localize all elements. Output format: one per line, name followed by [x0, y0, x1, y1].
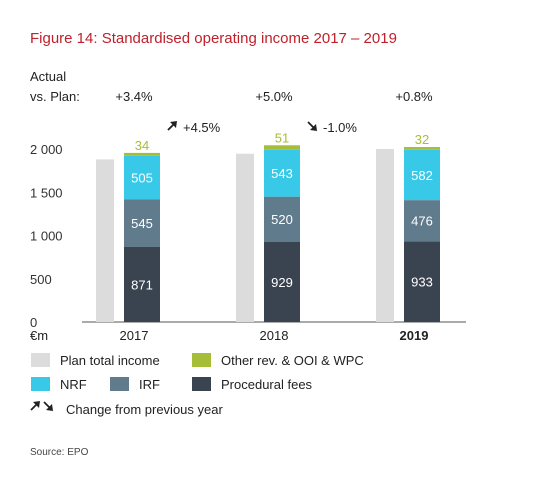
legend-other-label: Other rev. & OOI & WPC [221, 353, 364, 368]
change-value: -1.0% [323, 120, 357, 135]
y-tick-label: 1 000 [30, 229, 63, 244]
data-label: 476 [411, 214, 433, 229]
data-label: 933 [411, 275, 433, 290]
arrow-down-icon [44, 402, 53, 411]
legend-irf-swatch [110, 377, 129, 391]
bar-segment [404, 147, 440, 150]
legend-nrf-label: NRF [60, 377, 87, 392]
arrow-up-icon [31, 401, 40, 410]
actual-vs-plan-value: +5.0% [255, 89, 293, 104]
actual-vs-plan-label-line1: Actual [30, 69, 66, 84]
y-tick-label: 500 [30, 272, 52, 287]
y-tick-label: 1 500 [30, 185, 63, 200]
data-label: 520 [271, 212, 293, 227]
data-label: 32 [415, 132, 429, 147]
plot-area: 05001 0001 5002 000871545505342017+3.4%9… [30, 89, 466, 343]
arrow-up-icon [168, 121, 177, 130]
y-tick-label: 2 000 [30, 142, 63, 157]
change-value: +4.5% [183, 120, 221, 135]
data-label: 871 [131, 277, 153, 292]
data-label: 545 [131, 216, 153, 231]
data-label: 929 [271, 275, 293, 290]
legend-irf-label: IRF [139, 377, 160, 392]
legend-plan-label: Plan total income [60, 353, 160, 368]
x-tick-label: 2018 [260, 328, 289, 343]
bar-segment [264, 145, 300, 149]
actual-vs-plan-value: +3.4% [115, 89, 153, 104]
unit-label: €m [30, 328, 48, 343]
legend-change-label: Change from previous year [66, 402, 223, 417]
plan-total-bar [236, 154, 254, 322]
data-label: 543 [271, 166, 293, 181]
plan-total-bar [376, 149, 394, 322]
legend-procedural-swatch [192, 377, 211, 391]
legend-procedural-label: Procedural fees [221, 377, 313, 392]
chart-title: Figure 14: Standardised operating income… [30, 30, 397, 47]
data-label: 51 [275, 130, 289, 145]
actual-vs-plan-value: +0.8% [395, 89, 433, 104]
data-label: 505 [131, 171, 153, 186]
x-tick-label: 2019 [400, 328, 429, 343]
actual-vs-plan-label-line2: vs. Plan: [30, 89, 80, 104]
legend: Plan total income Other rev. & OOI & WPC N… [31, 353, 364, 417]
source-note: Source: EPO [30, 447, 89, 458]
data-label: 582 [411, 168, 433, 183]
data-label: 34 [135, 138, 149, 153]
legend-nrf-swatch [31, 377, 50, 391]
legend-plan-swatch [31, 353, 50, 367]
x-tick-label: 2017 [120, 328, 149, 343]
legend-other-swatch [192, 353, 211, 367]
bar-segment [124, 153, 160, 156]
arrow-down-icon [308, 122, 317, 131]
plan-total-bar [96, 159, 114, 322]
